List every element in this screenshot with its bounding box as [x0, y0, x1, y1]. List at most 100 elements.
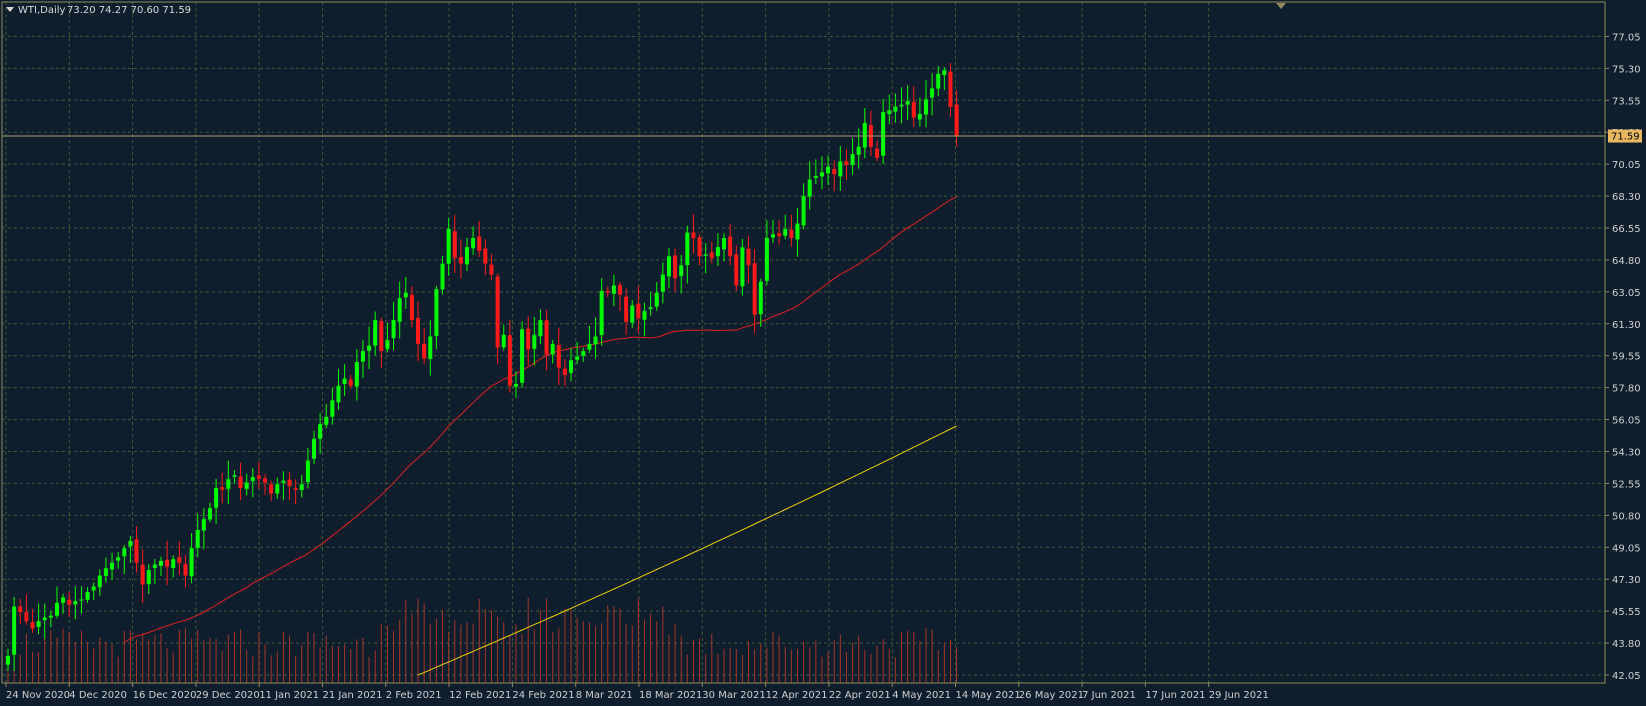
candle-body: [477, 236, 482, 251]
candle-body: [140, 564, 145, 585]
candle-body: [893, 106, 898, 112]
candle-body: [116, 557, 121, 561]
y-tick-label: 63.05: [1612, 288, 1641, 299]
ma-fast-line: [124, 196, 957, 643]
candle-body: [758, 281, 763, 315]
candle-body: [73, 601, 78, 605]
candle-body: [654, 292, 659, 307]
candle-body: [18, 606, 23, 613]
y-tick-label: 66.55: [1612, 224, 1641, 235]
candle-body: [911, 101, 916, 118]
x-tick-label: 18 Mar 2021: [639, 690, 702, 701]
candle-body: [936, 73, 941, 89]
x-tick-label: 12 Feb 2021: [449, 690, 511, 701]
candle-body: [452, 231, 457, 259]
candle-body: [465, 247, 469, 265]
candle-body: [269, 484, 274, 494]
candle-body: [299, 484, 304, 491]
y-tick-label: 52.55: [1612, 479, 1641, 490]
y-tick-label: 56.05: [1612, 416, 1641, 427]
candle-body: [238, 476, 243, 488]
candle-body: [673, 255, 678, 279]
candle-body: [171, 559, 176, 569]
candle-body: [36, 621, 41, 627]
candle-body: [122, 548, 127, 557]
candle-body: [330, 400, 335, 417]
candle-body: [813, 175, 818, 178]
y-tick-label: 57.80: [1612, 384, 1641, 395]
candle-body: [862, 123, 867, 148]
chart-shift-marker[interactable]: [1276, 3, 1286, 9]
x-tick-label: 16 Dec 2020: [133, 690, 197, 701]
y-tick-label: 47.30: [1612, 575, 1641, 586]
candle-body: [250, 477, 255, 482]
candle-body: [348, 379, 353, 386]
candle-body: [783, 228, 788, 236]
x-tick-label: 2 Feb 2021: [386, 690, 442, 701]
candle-body: [48, 615, 53, 618]
candle-body: [42, 617, 47, 621]
candle-body: [12, 606, 17, 655]
candle-body: [630, 305, 635, 323]
x-tick-label: 4 May 2021: [892, 690, 951, 701]
candle-body: [679, 265, 684, 277]
candle-body: [422, 343, 427, 359]
y-tick-label: 42.05: [1612, 671, 1641, 682]
candle-body: [275, 484, 280, 494]
candle-body: [501, 334, 506, 348]
y-tick-label: 75.30: [1612, 64, 1641, 75]
candle-body: [924, 99, 928, 115]
candle-body: [146, 570, 151, 585]
y-tick-label: 70.05: [1612, 160, 1641, 171]
candle-body: [575, 356, 580, 360]
candle-body: [709, 252, 714, 259]
candle-body: [795, 223, 800, 240]
y-tick-label: 68.30: [1612, 192, 1641, 203]
candle-body: [495, 276, 500, 348]
candle-body: [416, 317, 421, 344]
x-tick-label: 29 Jun 2021: [1209, 690, 1269, 701]
y-tick-label: 59.55: [1612, 352, 1641, 363]
x-tick-label: 14 May 2021: [956, 690, 1021, 701]
candle-body: [593, 336, 598, 345]
candle-body: [850, 154, 855, 165]
candle-body: [728, 236, 733, 257]
candle-body: [207, 508, 212, 520]
candle-body: [520, 329, 525, 383]
candle-body: [875, 148, 880, 158]
candle-body: [838, 161, 843, 177]
candle-body: [581, 351, 586, 356]
candle-body: [446, 228, 451, 264]
candle-body: [214, 487, 219, 508]
candle-body: [409, 294, 414, 321]
candle-body: [801, 196, 806, 226]
candle-body: [263, 478, 268, 483]
moving-averages: [124, 196, 957, 676]
x-tick-label: 26 May 2021: [1019, 690, 1084, 701]
candle-body: [428, 336, 433, 359]
candle-body: [367, 345, 372, 351]
candle-body: [244, 482, 249, 490]
plot-frame: [1, 1, 1606, 684]
candle-body: [183, 564, 188, 576]
time-axis[interactable]: 24 Nov 2020 4 Dec 2020 16 Dec 2020 29 Dec 2…: [5, 683, 1269, 701]
x-tick-label: 7 Jun 2021: [1082, 690, 1136, 701]
y-tick-label: 73.55: [1612, 96, 1641, 107]
candle-body: [79, 599, 84, 601]
candle-body: [587, 343, 592, 350]
price-tag-label: 71.59: [1611, 132, 1640, 143]
candle-body: [513, 383, 518, 387]
candle-body: [642, 311, 647, 320]
candle-body: [489, 264, 494, 275]
candle-body: [636, 303, 641, 319]
candle-body: [807, 179, 812, 197]
candle-body: [103, 568, 108, 576]
y-tick-label: 50.80: [1612, 511, 1641, 522]
candle-body: [24, 612, 29, 622]
candle-body: [305, 460, 310, 483]
dropdown-arrow-icon[interactable]: [6, 7, 14, 12]
price-tag: 71.59: [1608, 129, 1642, 143]
candle-body: [287, 479, 292, 487]
